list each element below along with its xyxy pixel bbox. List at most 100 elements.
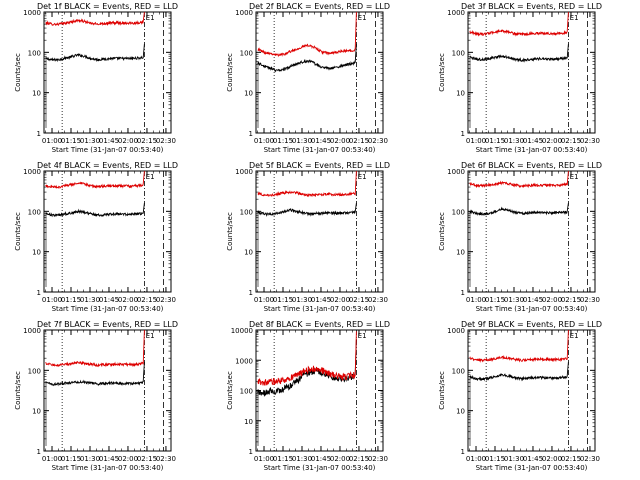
chart-panel-5: Det 5f BLACK = Events, RED = LLD 1 10 100 10… <box>226 161 390 313</box>
x-tick-label: 01:45 <box>99 455 119 463</box>
y-tick-label: 100 <box>240 388 253 396</box>
y-tick-label: 10 <box>244 90 253 98</box>
y-tick-label: 10 <box>244 249 253 257</box>
x-tick-label: 01:15 <box>273 455 293 463</box>
y-tick-label: 1 <box>37 289 41 297</box>
y-tick-label: 10 <box>456 249 465 257</box>
x-tick-label: 02:30 <box>368 296 388 304</box>
y-axis-label: Counts/sec <box>14 371 22 410</box>
series-line <box>469 44 569 63</box>
y-tick-label: 1000 <box>447 168 465 176</box>
x-tick-label: 02:15 <box>561 296 581 304</box>
x-tick-label: 02:00 <box>542 137 562 145</box>
y-tick-label: 100 <box>452 49 465 57</box>
x-tick-label: 01:15 <box>485 296 505 304</box>
x-tick-label: 01:00 <box>466 296 486 304</box>
marker-label: E1 <box>358 332 367 340</box>
y-tick-label: 10 <box>244 418 253 426</box>
series-line <box>45 170 145 189</box>
plot-frame <box>467 11 596 134</box>
series-line <box>469 329 569 363</box>
x-tick-label: 02:00 <box>118 137 138 145</box>
plot-frame <box>255 170 384 293</box>
x-tick-label: 02:00 <box>542 296 562 304</box>
y-tick-label: 100 <box>240 208 253 216</box>
y-tick-label: 1 <box>461 289 465 297</box>
x-tick-label: 02:15 <box>349 296 369 304</box>
series-line <box>469 11 569 37</box>
chart-panel-2: Det 2f BLACK = Events, RED = LLD 1 10 100 10… <box>226 2 390 154</box>
chart-title: Det 9f BLACK = Events, RED = LLD <box>461 320 602 329</box>
chart-panel-7: Det 7f BLACK = Events, RED = LLD 1 10 100 10… <box>14 320 178 472</box>
series-line <box>257 339 357 397</box>
plot-frame <box>467 170 596 293</box>
x-tick-label: 02:00 <box>330 137 350 145</box>
chart-title: Det 8f BLACK = Events, RED = LLD <box>249 320 390 329</box>
chart-panel-1: Det 1f BLACK = Events, RED = LLD 1 10 100 10… <box>14 2 178 154</box>
x-tick-label: 01:45 <box>99 296 119 304</box>
series-line <box>45 203 145 218</box>
x-tick-label: 02:00 <box>118 296 138 304</box>
series-line <box>469 170 569 189</box>
x-tick-label: 02:15 <box>137 455 157 463</box>
x-tick-label: 01:45 <box>99 137 119 145</box>
x-tick-label: 01:45 <box>523 455 543 463</box>
chart-title: Det 2f BLACK = Events, RED = LLD <box>249 2 390 11</box>
plot-frame <box>43 11 172 134</box>
marker-label: E1 <box>146 14 155 22</box>
x-tick-label: 01:30 <box>504 296 524 304</box>
y-tick-label: 1000 <box>235 357 253 365</box>
chart-title: Det 5f BLACK = Events, RED = LLD <box>249 161 390 170</box>
y-axis-label: Counts/sec <box>14 212 22 251</box>
chart-panel-6: Det 6f BLACK = Events, RED = LLD 1 10 100 10… <box>438 161 602 313</box>
x-tick-label: 02:30 <box>156 296 176 304</box>
series-line <box>257 11 357 58</box>
x-tick-label: 01:00 <box>42 137 62 145</box>
x-tick-label: 01:30 <box>292 455 312 463</box>
y-tick-label: 1000 <box>23 327 41 335</box>
x-tick-label: 02:00 <box>330 296 350 304</box>
x-tick-label: 01:00 <box>466 455 486 463</box>
y-tick-label: 100 <box>452 367 465 375</box>
y-tick-label: 100 <box>240 49 253 57</box>
series-line <box>257 44 357 73</box>
series-line <box>469 203 569 216</box>
y-tick-label: 1 <box>461 448 465 456</box>
y-tick-label: 1 <box>461 130 465 138</box>
x-tick-label: 01:00 <box>254 296 274 304</box>
x-tick-label: 01:45 <box>523 296 543 304</box>
plot-frame <box>43 329 172 452</box>
plot-frame <box>255 11 384 134</box>
x-tick-label: 01:45 <box>311 296 331 304</box>
x-tick-label: 02:00 <box>118 455 138 463</box>
chart-panel-9: Det 9f BLACK = Events, RED = LLD 1 10 100 10… <box>438 320 602 472</box>
x-tick-label: 01:45 <box>523 137 543 145</box>
y-axis-label: Counts/sec <box>438 212 446 251</box>
marker-label: E1 <box>146 173 155 181</box>
y-tick-label: 10000 <box>231 327 253 335</box>
x-axis-label: Start Time (31-Jan-07 00:53:40) <box>264 305 376 313</box>
x-tick-label: 01:45 <box>311 137 331 145</box>
x-axis-label: Start Time (31-Jan-07 00:53:40) <box>264 146 376 154</box>
marker-label: E1 <box>146 332 155 340</box>
series-line <box>45 44 145 63</box>
x-tick-label: 01:30 <box>292 296 312 304</box>
x-axis-label: Start Time (31-Jan-07 00:53:40) <box>52 464 164 472</box>
x-tick-label: 01:30 <box>80 455 100 463</box>
y-tick-label: 10 <box>456 408 465 416</box>
x-tick-label: 02:15 <box>137 296 157 304</box>
x-axis-label: Start Time (31-Jan-07 00:53:40) <box>264 464 376 472</box>
x-axis-label: Start Time (31-Jan-07 00:53:40) <box>476 305 588 313</box>
x-tick-label: 01:30 <box>292 137 312 145</box>
x-axis-label: Start Time (31-Jan-07 00:53:40) <box>52 305 164 313</box>
x-tick-label: 02:30 <box>368 137 388 145</box>
series-line <box>257 331 357 386</box>
y-tick-label: 1 <box>37 130 41 138</box>
y-tick-label: 10 <box>32 408 41 416</box>
y-tick-label: 1000 <box>447 9 465 17</box>
x-tick-label: 01:15 <box>485 455 505 463</box>
x-tick-label: 02:15 <box>561 137 581 145</box>
y-tick-label: 100 <box>452 208 465 216</box>
